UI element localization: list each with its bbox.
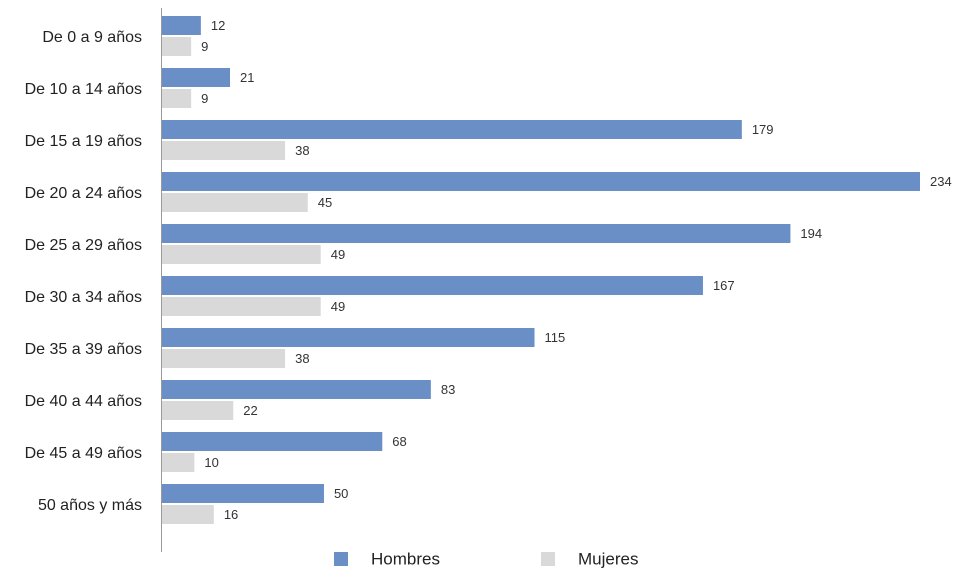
value-label-hombres: 115	[545, 330, 566, 345]
value-label-hombres: 167	[713, 278, 735, 293]
legend-swatch-hombres	[334, 552, 348, 566]
bar-mujeres	[162, 89, 192, 108]
value-label-hombres: 50	[334, 486, 348, 501]
bar-hombres	[162, 432, 383, 451]
category-label: De 0 a 9 años	[42, 29, 142, 46]
value-label-mujeres: 49	[331, 247, 345, 262]
value-label-hombres: 12	[211, 18, 225, 33]
category-label: De 35 a 39 años	[25, 341, 142, 358]
category-label: De 25 a 29 años	[25, 237, 142, 254]
bar-hombres	[162, 276, 703, 295]
value-label-hombres: 179	[752, 122, 774, 137]
category-label: 50 años y más	[38, 497, 142, 514]
category-label: De 30 a 34 años	[25, 289, 142, 306]
bar-hombres	[162, 484, 324, 503]
value-labels: 1292191793823445194491674911538832268105…	[201, 18, 952, 522]
bar-hombres	[162, 380, 431, 399]
bar-mujeres	[162, 37, 192, 56]
bar-mujeres	[162, 297, 321, 316]
bar-mujeres	[162, 453, 195, 472]
bar-mujeres	[162, 193, 308, 212]
category-label: De 10 a 14 años	[25, 81, 142, 98]
value-label-mujeres: 16	[224, 507, 238, 522]
category-label: De 45 a 49 años	[25, 445, 142, 462]
value-label-mujeres: 9	[201, 91, 208, 106]
value-label-hombres: 21	[240, 70, 254, 85]
value-label-mujeres: 38	[295, 143, 309, 158]
bar-hombres	[162, 224, 791, 243]
legend-label-mujeres: Mujeres	[578, 549, 638, 568]
value-label-hombres: 194	[800, 226, 822, 241]
bar-hombres	[162, 68, 231, 87]
bar-mujeres	[162, 401, 234, 420]
bar-mujeres	[162, 349, 286, 368]
value-label-mujeres: 10	[204, 455, 218, 470]
category-labels: De 0 a 9 años De 10 a 14 años De 15 a 19 a…	[25, 29, 142, 514]
value-label-mujeres: 38	[295, 351, 309, 366]
bar-mujeres	[162, 505, 214, 524]
value-label-hombres: 68	[392, 434, 406, 449]
category-label: De 15 a 19 años	[25, 133, 142, 150]
value-label-hombres: 234	[930, 174, 952, 189]
bar-hombres	[162, 172, 920, 191]
category-label: De 40 a 44 años	[25, 393, 142, 410]
legend: Hombres Mujeres	[334, 549, 638, 568]
value-label-mujeres: 22	[243, 403, 257, 418]
bar-hombres	[162, 120, 742, 139]
bar-hombres	[162, 16, 201, 35]
legend-label-hombres: Hombres	[371, 549, 440, 568]
bar-mujeres	[162, 245, 321, 264]
bar-mujeres	[162, 141, 286, 160]
value-label-hombres: 83	[441, 382, 455, 397]
value-label-mujeres: 45	[318, 195, 332, 210]
value-label-mujeres: 9	[201, 39, 208, 54]
bars-layer	[162, 16, 920, 524]
value-label-mujeres: 49	[331, 299, 345, 314]
legend-swatch-mujeres	[541, 552, 555, 566]
bar-hombres	[162, 328, 535, 347]
category-label: De 20 a 24 años	[25, 185, 142, 202]
